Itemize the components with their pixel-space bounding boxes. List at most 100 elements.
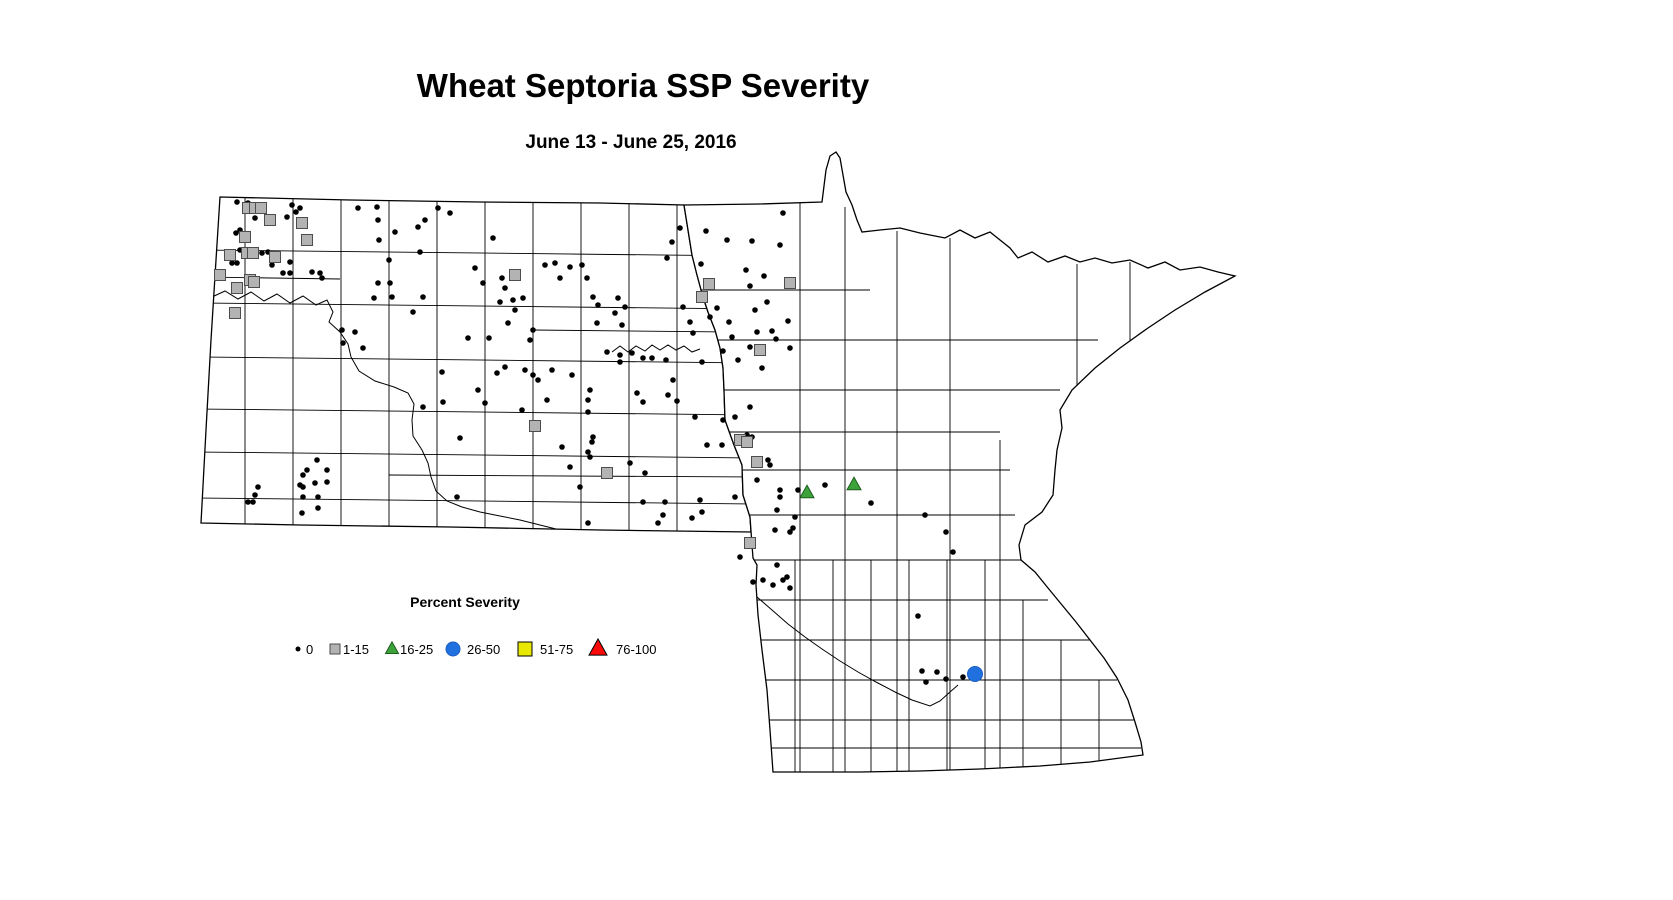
severity-point-0 <box>527 337 533 343</box>
severity-point-0 <box>719 442 725 448</box>
severity-point-0 <box>284 214 290 220</box>
severity-point-1-15 <box>255 202 267 214</box>
legend-marker-square <box>517 641 533 657</box>
severity-point-0 <box>567 464 573 470</box>
legend-label: 1-15 <box>343 642 369 657</box>
severity-point-0 <box>252 492 258 498</box>
severity-point-1-15 <box>509 269 521 281</box>
severity-point-0 <box>919 668 925 674</box>
severity-point-0 <box>594 320 600 326</box>
severity-point-0 <box>769 328 775 334</box>
severity-point-0 <box>720 348 726 354</box>
severity-point-0 <box>737 554 743 560</box>
severity-point-0 <box>324 479 330 485</box>
severity-point-0 <box>950 549 956 555</box>
severity-point-0 <box>640 499 646 505</box>
severity-point-0 <box>465 335 471 341</box>
legend-item-16-25: 16-25 <box>384 640 433 657</box>
severity-point-0 <box>486 335 492 341</box>
severity-point-1-15 <box>231 282 243 294</box>
legend-title: Percent Severity <box>410 594 520 610</box>
severity-point-0 <box>642 470 648 476</box>
county-line <box>201 451 751 459</box>
severity-point-0 <box>922 512 928 518</box>
state-outlines <box>200 151 1237 773</box>
severity-point-1-15 <box>214 269 226 281</box>
severity-point-0 <box>549 367 555 373</box>
severity-point-0 <box>480 280 486 286</box>
severity-point-0 <box>732 494 738 500</box>
severity-point-0 <box>960 674 966 680</box>
severity-point-0 <box>552 260 558 266</box>
severity-point-0 <box>482 400 488 406</box>
severity-point-0 <box>229 260 235 266</box>
severity-point-0 <box>792 514 798 520</box>
severity-point-0 <box>352 329 358 335</box>
severity-point-0 <box>319 275 325 281</box>
severity-point-0 <box>304 467 310 473</box>
severity-point-0 <box>774 562 780 568</box>
legend-item-76-100: 76-100 <box>588 637 656 657</box>
severity-point-0 <box>315 505 321 511</box>
severity-point-0 <box>747 283 753 289</box>
severity-point-0 <box>544 397 550 403</box>
severity-point-0 <box>447 210 453 216</box>
severity-point-0 <box>392 229 398 235</box>
severity-point-0 <box>587 454 593 460</box>
severity-point-0 <box>663 357 669 363</box>
severity-point-0 <box>324 467 330 473</box>
severity-point-0 <box>726 319 732 325</box>
severity-point-0 <box>689 515 695 521</box>
severity-point-1-15 <box>754 344 766 356</box>
severity-point-0 <box>287 270 293 276</box>
severity-point-1-15 <box>784 277 796 289</box>
severity-point-0 <box>557 275 563 281</box>
severity-point-0 <box>777 494 783 500</box>
severity-point-0 <box>472 265 478 271</box>
severity-point-0 <box>315 494 321 500</box>
legend-marker-dot <box>295 646 301 652</box>
severity-point-0 <box>670 377 676 383</box>
county-line <box>388 474 751 478</box>
legend-item-1-15: 1-15 <box>329 642 369 657</box>
severity-point-0 <box>245 499 251 505</box>
rivers <box>211 290 959 707</box>
severity-point-0 <box>787 345 793 351</box>
severity-point-0 <box>690 330 696 336</box>
severity-point-0 <box>664 255 670 261</box>
severity-point-0 <box>300 472 306 478</box>
severity-point-0 <box>677 225 683 231</box>
legend-item-0: 0 <box>295 642 313 657</box>
river-line-2 <box>756 596 959 707</box>
severity-point-0 <box>420 404 426 410</box>
severity-point-0 <box>585 409 591 415</box>
severity-point-0 <box>522 367 528 373</box>
severity-point-0 <box>760 577 766 583</box>
severity-point-0 <box>440 399 446 405</box>
severity-point-0 <box>649 355 655 361</box>
severity-point-0 <box>780 210 786 216</box>
severity-point-0 <box>759 365 765 371</box>
severity-point-0 <box>764 299 770 305</box>
severity-point-0 <box>704 442 710 448</box>
severity-point-0 <box>542 262 548 268</box>
severity-point-0 <box>787 585 793 591</box>
severity-point-0 <box>339 327 345 333</box>
severity-point-0 <box>587 387 593 393</box>
severity-point-0 <box>697 497 703 503</box>
county-line <box>201 302 751 310</box>
severity-point-0 <box>754 329 760 335</box>
severity-point-0 <box>698 261 704 267</box>
severity-point-0 <box>707 314 713 320</box>
county-line <box>201 356 751 364</box>
severity-point-0 <box>559 444 565 450</box>
severity-point-1-15 <box>703 278 715 290</box>
severity-point-0 <box>640 355 646 361</box>
severity-point-0 <box>519 407 525 413</box>
severity-point-1-15 <box>744 537 756 549</box>
severity-point-0 <box>490 235 496 241</box>
severity-point-0 <box>435 205 441 211</box>
severity-point-1-15 <box>248 276 260 288</box>
severity-point-0 <box>250 499 256 505</box>
